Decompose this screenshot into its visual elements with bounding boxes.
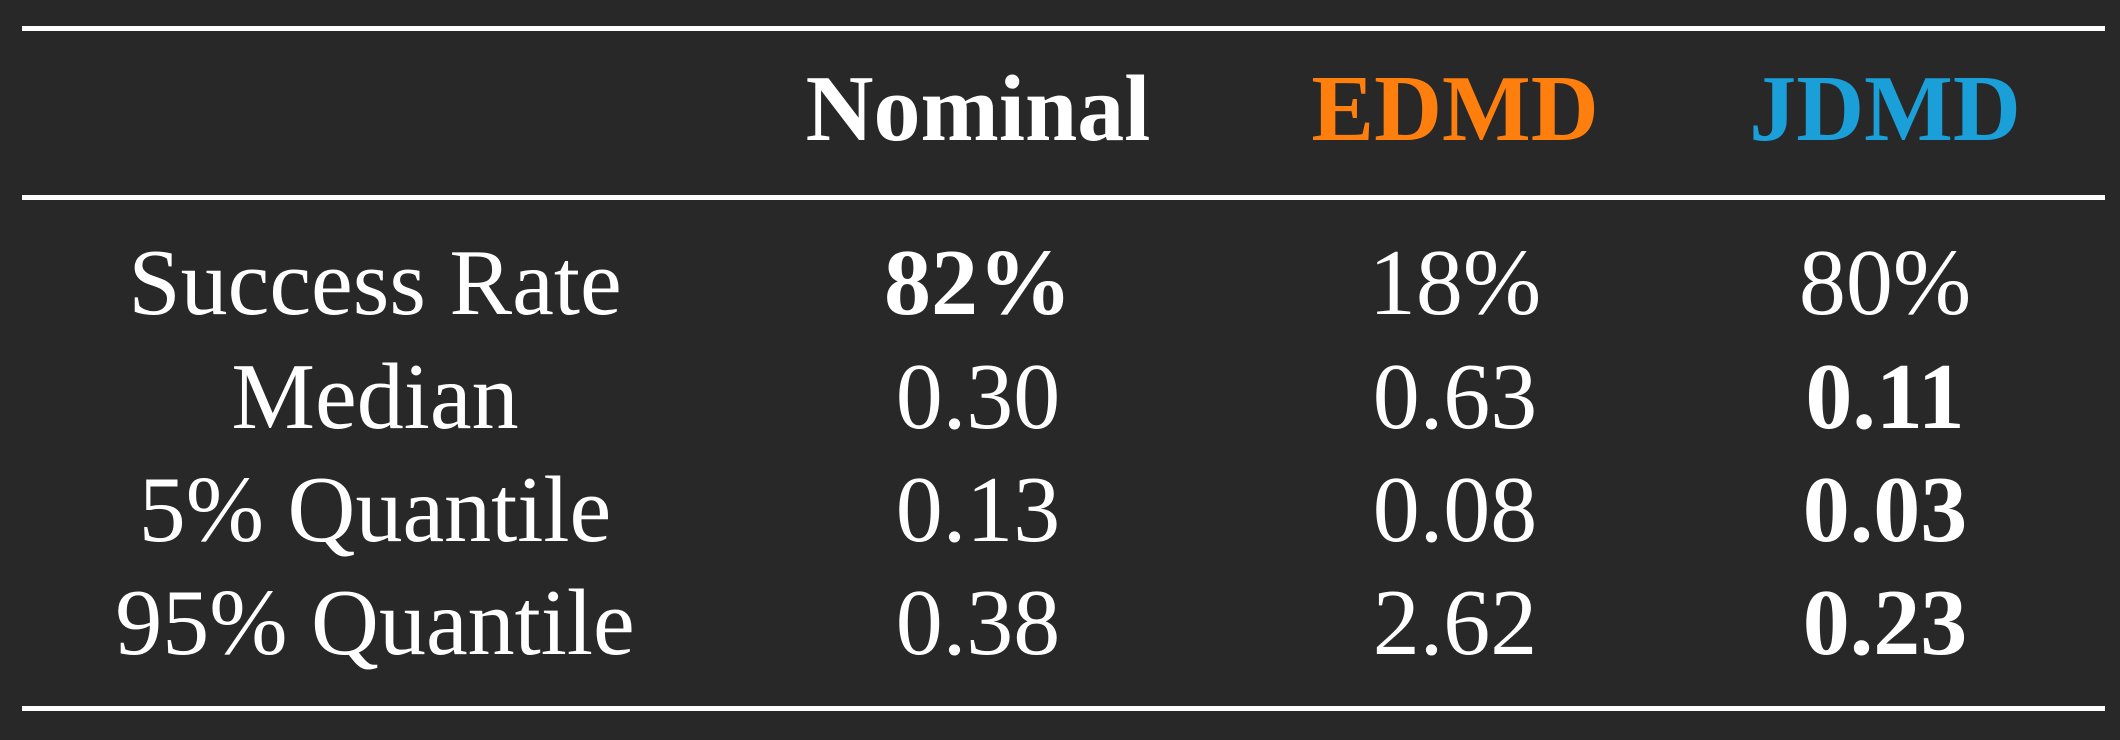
cell-95-quantile-nominal: 0.38 (895, 571, 1061, 675)
cell-success-rate-edmd: 18% (1368, 231, 1542, 335)
cell-median-edmd: 0.63 (1372, 345, 1538, 449)
header-edmd: EDMD (1311, 57, 1599, 161)
row-label-95-quantile: 95% Quantile (115, 571, 635, 675)
bottom-rule (22, 706, 2105, 711)
top-rule (22, 26, 2105, 31)
header-nominal: Nominal (805, 57, 1151, 161)
cell-success-rate-jdmd: 80% (1798, 231, 1972, 335)
cell-95-quantile-edmd: 2.62 (1372, 571, 1538, 675)
cell-5-quantile-edmd: 0.08 (1372, 458, 1538, 562)
row-label-median: Median (231, 345, 519, 449)
cell-5-quantile-jdmd: 0.03 (1802, 458, 1968, 562)
row-label-success-rate: Success Rate (128, 231, 622, 335)
cell-95-quantile-jdmd: 0.23 (1802, 571, 1968, 675)
cell-median-jdmd: 0.11 (1805, 345, 1965, 449)
header-jdmd: JDMD (1749, 57, 2021, 161)
cell-5-quantile-nominal: 0.13 (895, 458, 1061, 562)
cell-success-rate-nominal: 82% (884, 231, 1072, 335)
header-rule (22, 195, 2105, 200)
row-label-5-quantile: 5% Quantile (138, 458, 612, 562)
cell-median-nominal: 0.30 (895, 345, 1061, 449)
